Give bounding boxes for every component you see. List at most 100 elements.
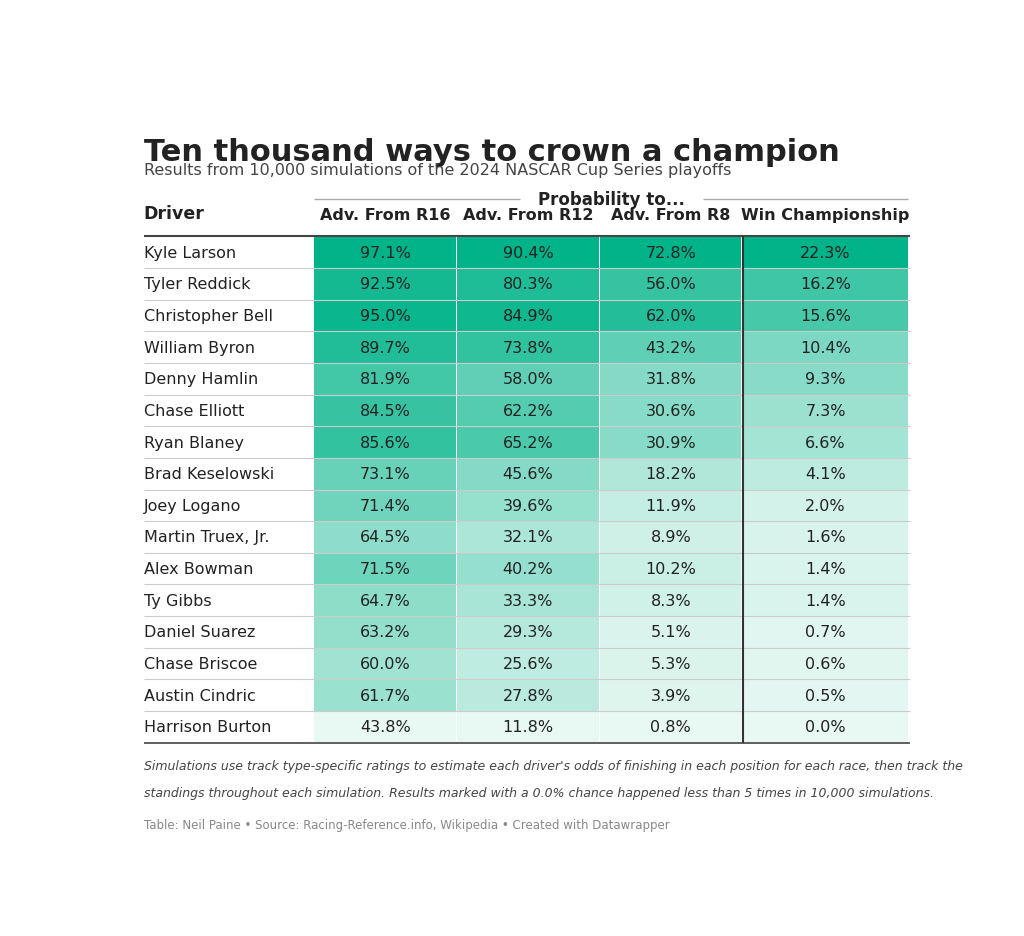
Text: 62.2%: 62.2% (503, 403, 553, 418)
Bar (143, 680, 310, 711)
Text: Harrison Burton: Harrison Burton (143, 720, 271, 735)
Text: 0.0%: 0.0% (805, 720, 846, 735)
Bar (743, 300, 908, 332)
Text: 8.3%: 8.3% (650, 593, 691, 608)
Bar (743, 269, 908, 300)
Text: 4.1%: 4.1% (805, 467, 846, 482)
Text: 45.6%: 45.6% (503, 467, 553, 482)
Bar (600, 363, 741, 395)
Bar (143, 363, 310, 395)
Text: 1.4%: 1.4% (805, 593, 846, 608)
Text: 92.5%: 92.5% (359, 277, 411, 292)
Text: 90.4%: 90.4% (503, 245, 553, 260)
Text: Win Championship: Win Championship (741, 208, 909, 223)
Text: 84.5%: 84.5% (359, 403, 411, 418)
Text: 43.2%: 43.2% (645, 340, 696, 355)
Text: Christopher Bell: Christopher Bell (143, 309, 272, 324)
Bar (458, 711, 599, 743)
Text: 3.9%: 3.9% (650, 688, 691, 703)
Text: 25.6%: 25.6% (503, 656, 553, 671)
Text: 11.9%: 11.9% (645, 498, 696, 513)
Bar (458, 300, 599, 332)
Text: 71.5%: 71.5% (359, 562, 411, 577)
Bar (743, 490, 908, 521)
Text: standings throughout each simulation. Results marked with a 0.0% chance happened: standings throughout each simulation. Re… (143, 786, 934, 799)
Bar (600, 300, 741, 332)
Text: Table: Neil Paine • Source: Racing-Reference.info, Wikipedia • Created with Data: Table: Neil Paine • Source: Racing-Refer… (143, 818, 670, 831)
Bar (314, 490, 456, 521)
Bar (143, 332, 310, 363)
Text: 33.3%: 33.3% (503, 593, 553, 608)
Text: 1.4%: 1.4% (805, 562, 846, 577)
Bar (600, 237, 741, 269)
Bar (743, 585, 908, 617)
Text: 64.5%: 64.5% (359, 530, 411, 545)
Bar (458, 363, 599, 395)
Text: 7.3%: 7.3% (805, 403, 846, 418)
Text: Tyler Reddick: Tyler Reddick (143, 277, 251, 292)
Text: 8.9%: 8.9% (650, 530, 691, 545)
Text: 9.3%: 9.3% (805, 372, 846, 387)
Bar (314, 585, 456, 617)
Text: Alex Bowman: Alex Bowman (143, 562, 253, 577)
Text: 63.2%: 63.2% (359, 625, 411, 640)
Text: 95.0%: 95.0% (359, 309, 411, 324)
Bar (458, 427, 599, 459)
Bar (458, 269, 599, 300)
Bar (743, 363, 908, 395)
Bar (458, 332, 599, 363)
Bar (143, 459, 310, 490)
Text: 97.1%: 97.1% (359, 245, 411, 260)
Bar (600, 648, 741, 680)
Bar (743, 617, 908, 648)
Bar (143, 711, 310, 743)
Text: 43.8%: 43.8% (359, 720, 411, 735)
Text: Austin Cindric: Austin Cindric (143, 688, 256, 703)
Bar (743, 521, 908, 553)
Text: 58.0%: 58.0% (503, 372, 553, 387)
Text: 89.7%: 89.7% (359, 340, 411, 355)
Text: William Byron: William Byron (143, 340, 255, 355)
Text: 5.1%: 5.1% (650, 625, 691, 640)
Text: 22.3%: 22.3% (801, 245, 851, 260)
Bar (743, 237, 908, 269)
Text: Martin Truex, Jr.: Martin Truex, Jr. (143, 530, 269, 545)
Text: Daniel Suarez: Daniel Suarez (143, 625, 255, 640)
Bar (600, 490, 741, 521)
Bar (143, 553, 310, 585)
Bar (458, 521, 599, 553)
Text: 39.6%: 39.6% (503, 498, 553, 513)
Text: 85.6%: 85.6% (359, 435, 411, 450)
Text: 10.4%: 10.4% (800, 340, 851, 355)
Bar (314, 300, 456, 332)
Bar (143, 648, 310, 680)
Bar (600, 553, 741, 585)
Bar (143, 427, 310, 459)
Text: 11.8%: 11.8% (503, 720, 554, 735)
Text: 73.1%: 73.1% (359, 467, 411, 482)
Text: Brad Keselowski: Brad Keselowski (143, 467, 274, 482)
Bar (743, 427, 908, 459)
Bar (314, 332, 456, 363)
Text: 32.1%: 32.1% (503, 530, 553, 545)
Bar (600, 459, 741, 490)
Text: Kyle Larson: Kyle Larson (143, 245, 236, 260)
Text: 0.5%: 0.5% (805, 688, 846, 703)
Text: 29.3%: 29.3% (503, 625, 553, 640)
Bar (743, 553, 908, 585)
Bar (600, 521, 741, 553)
Bar (143, 269, 310, 300)
Text: 18.2%: 18.2% (645, 467, 696, 482)
Bar (600, 711, 741, 743)
Text: 2.0%: 2.0% (805, 498, 846, 513)
Text: Denny Hamlin: Denny Hamlin (143, 372, 258, 387)
Bar (600, 427, 741, 459)
Bar (314, 648, 456, 680)
Text: 30.9%: 30.9% (645, 435, 696, 450)
Bar (458, 553, 599, 585)
Text: 0.8%: 0.8% (650, 720, 691, 735)
Text: 65.2%: 65.2% (503, 435, 553, 450)
Bar (143, 521, 310, 553)
Bar (314, 427, 456, 459)
Text: Driver: Driver (143, 205, 205, 223)
